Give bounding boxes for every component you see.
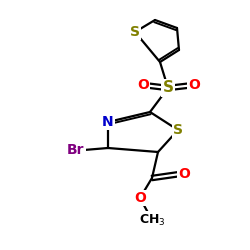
Text: O: O	[137, 78, 149, 92]
Text: S: S	[130, 25, 140, 39]
Text: CH$_3$: CH$_3$	[139, 212, 165, 228]
Text: O: O	[178, 167, 190, 181]
Text: O: O	[188, 78, 200, 92]
Text: S: S	[173, 123, 183, 137]
Text: N: N	[102, 115, 114, 129]
Text: S: S	[162, 80, 173, 96]
Text: Br: Br	[67, 143, 85, 157]
Text: O: O	[134, 191, 146, 205]
